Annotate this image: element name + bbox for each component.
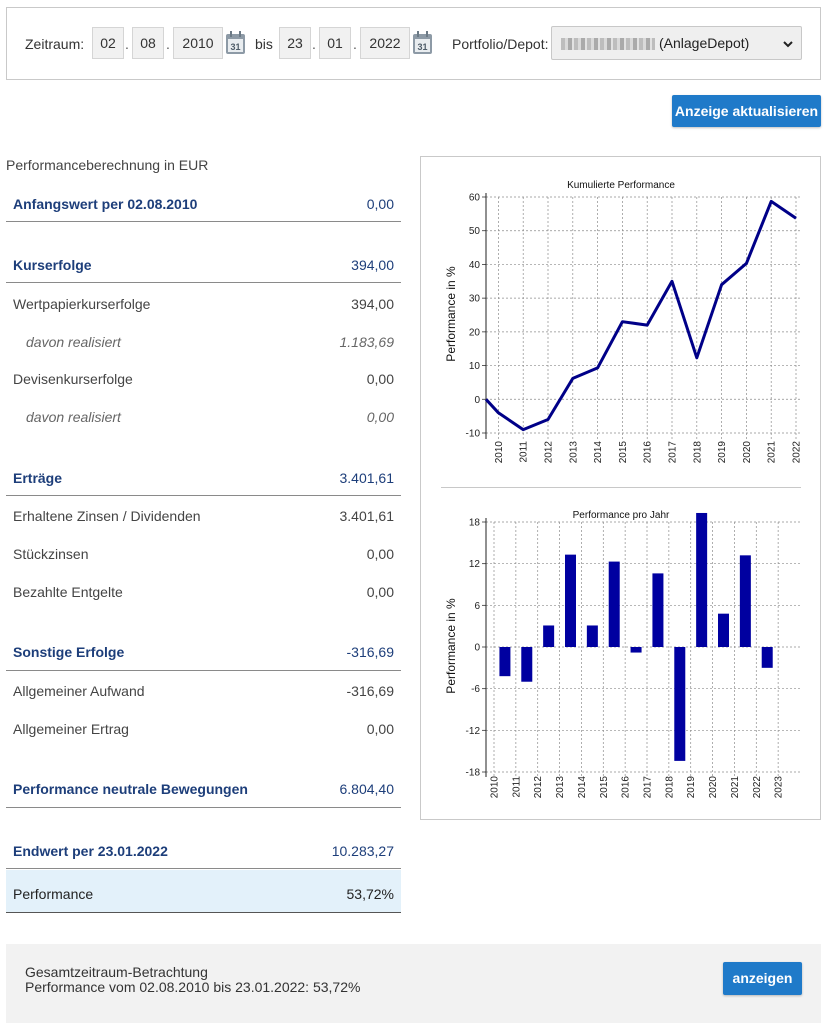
general-expense-row: Allgemeiner Aufwand -316,69	[6, 674, 401, 708]
row-label: Sonstige Erfolge	[13, 644, 125, 660]
chart-panel	[420, 156, 821, 820]
performance-row: Performance 53,72%	[6, 870, 401, 913]
row-value: 0,00	[366, 196, 394, 212]
calendar-day-text: 31	[230, 42, 240, 52]
date-separator: .	[312, 36, 316, 52]
currency-gains-row: Devisenkurserfolge 0,00	[6, 362, 401, 396]
date-separator: .	[125, 36, 129, 52]
date-separator: .	[353, 36, 357, 52]
portfolio-label: Portfolio/Depot:	[452, 36, 549, 52]
period-label: Zeitraum:	[25, 36, 85, 52]
row-value: 394,00	[351, 257, 394, 273]
portfolio-select-value: (AnlageDepot)	[659, 35, 750, 51]
to-year-input[interactable]: 2022	[360, 27, 410, 59]
security-realized-row: davon realisiert 1.183,69	[6, 325, 401, 359]
row-value: 6.804,40	[339, 781, 395, 797]
to-day-input[interactable]: 23	[279, 27, 311, 59]
row-label: Wertpapierkurserfolge	[13, 296, 151, 312]
row-label: Allgemeiner Aufwand	[13, 683, 145, 699]
row-label: Performance	[13, 886, 94, 902]
filter-bar: Zeitraum: 02 . 08 . 2010 31 bis 23 . 01 …	[6, 7, 821, 80]
row-label: Performance neutrale Bewegungen	[13, 781, 248, 797]
show-button[interactable]: anzeigen	[723, 962, 802, 995]
row-label: Bezahlte Entgelte	[13, 584, 123, 600]
from-day-input[interactable]: 02	[92, 27, 124, 59]
fees-paid-row: Bezahlte Entgelte 0,00	[6, 575, 401, 609]
row-value: -316,69	[346, 644, 394, 660]
calendar-day-text: 31	[417, 42, 427, 52]
row-value: 10.283,27	[331, 843, 394, 859]
summary-bar: Gesamtzeitraum-Betrachtung Performance v…	[6, 944, 821, 1023]
interest-dividends-row: Erhaltene Zinsen / Dividenden 3.401,61	[6, 499, 401, 533]
chevron-down-icon	[783, 41, 793, 48]
security-gains-row: Wertpapierkurserfolge 394,00	[6, 287, 401, 321]
portfolio-select[interactable]: (AnlageDepot)	[551, 26, 802, 60]
row-label: Erträge	[13, 470, 63, 486]
chart-divider	[441, 487, 801, 488]
price-gains-row: Kurserfolge 394,00	[6, 248, 401, 283]
row-label: davon realisiert	[26, 334, 121, 350]
other-results-row: Sonstige Erfolge -316,69	[6, 635, 401, 671]
calendar-icon[interactable]: 31	[225, 31, 246, 55]
start-value-row: Anfangswert per 02.08.2010 0,00	[6, 187, 401, 222]
row-value: 3.401,61	[339, 508, 395, 524]
row-label: Allgemeiner Ertrag	[13, 721, 129, 737]
to-label: bis	[255, 36, 273, 52]
row-label: Stückzinsen	[13, 546, 89, 562]
row-label: davon realisiert	[26, 409, 121, 425]
date-separator: .	[166, 36, 170, 52]
row-value: -316,69	[346, 683, 394, 699]
row-label: Endwert per 23.01.2022	[13, 843, 168, 859]
row-label: Anfangswert per 02.08.2010	[13, 196, 198, 212]
row-label: Kurserfolge	[13, 257, 92, 273]
income-row: Erträge 3.401,61	[6, 461, 401, 496]
row-value: 0,00	[366, 371, 394, 387]
general-income-row: Allgemeiner Ertrag 0,00	[6, 712, 401, 746]
calendar-icon[interactable]: 31	[412, 31, 433, 55]
to-month-input[interactable]: 01	[319, 27, 351, 59]
row-value: 394,00	[351, 296, 394, 312]
row-value: 53,72%	[346, 886, 394, 902]
summary-heading: Gesamtzeitraum-Betrachtung	[25, 964, 208, 980]
summary-text: Performance vom 02.08.2010 bis 23.01.202…	[25, 979, 361, 995]
row-value: 3.401,61	[339, 470, 395, 486]
row-label: Erhaltene Zinsen / Dividenden	[13, 508, 201, 524]
currency-realized-row: davon realisiert 0,00	[6, 400, 401, 434]
row-value: 1.183,69	[339, 334, 395, 350]
row-value: 0,00	[366, 546, 394, 562]
accrued-interest-row: Stückzinsen 0,00	[6, 537, 401, 571]
end-value-row: Endwert per 23.01.2022 10.283,27	[6, 834, 401, 869]
row-value: 0,00	[366, 721, 394, 737]
from-month-input[interactable]: 08	[132, 27, 164, 59]
update-view-button[interactable]: Anzeige aktualisieren	[672, 95, 821, 127]
row-label: Devisenkurserfolge	[13, 371, 133, 387]
row-value: 0,00	[366, 584, 394, 600]
calculation-title: Performanceberechnung in EUR	[6, 157, 209, 173]
row-value: 0,00	[366, 409, 394, 425]
neutral-movements-row: Performance neutrale Bewegungen 6.804,40	[6, 772, 401, 808]
redacted-name	[561, 38, 655, 51]
from-year-input[interactable]: 2010	[173, 27, 223, 59]
